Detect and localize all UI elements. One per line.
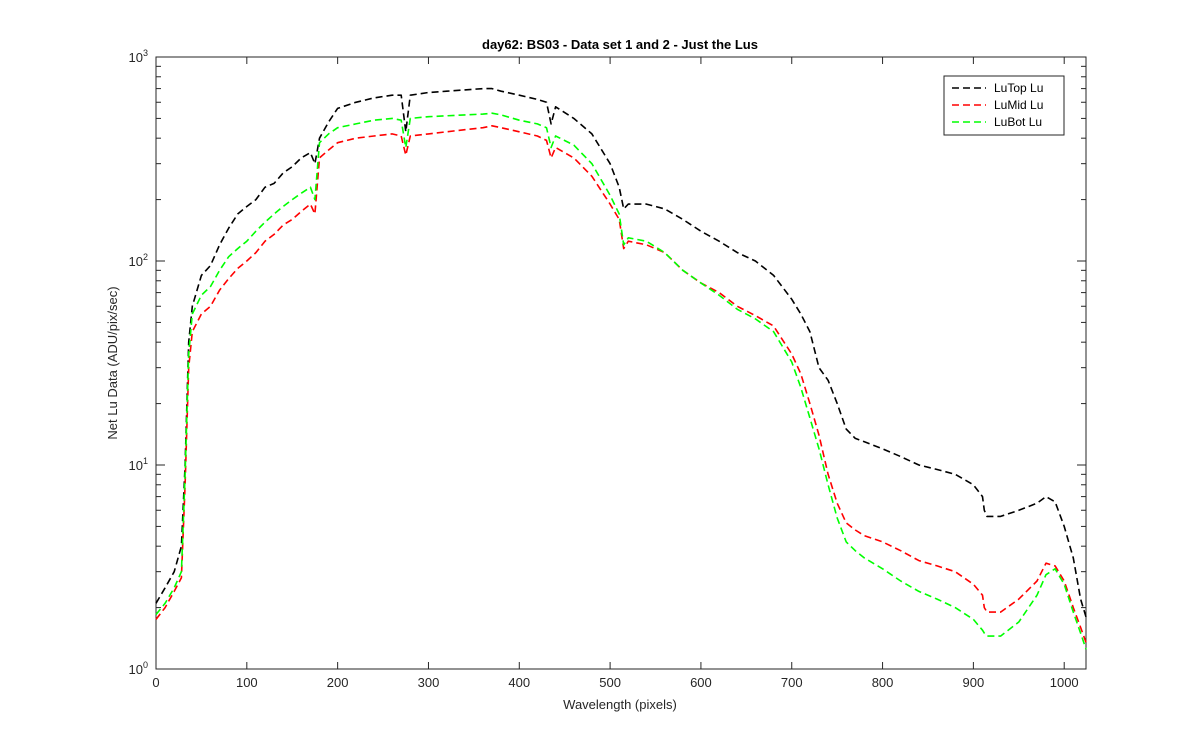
x-tick-label: 0 (152, 675, 159, 690)
axis-ticks (155, 56, 1086, 670)
y-tick-label: 103 (129, 48, 148, 65)
x-tick-label: 200 (327, 675, 349, 690)
x-tick-label: 800 (872, 675, 894, 690)
x-tick-label: 900 (963, 675, 985, 690)
plot-area (155, 56, 1087, 670)
x-tick-label: 100 (236, 675, 258, 690)
legend: LuTop Lu LuMid Lu LuBot Lu (943, 75, 1065, 136)
x-tick-label: 600 (690, 675, 712, 690)
tick-labels: 0 100 200 300 400 500 600 700 800 900 1000 100 101 10… (129, 48, 1079, 690)
y-tick-label: 101 (129, 456, 148, 473)
chart-title: day62: BS03 - Data set 1 and 2 - Just th… (482, 37, 758, 52)
series-group (155, 87, 1087, 650)
legend-entry-1: LuTop Lu (994, 81, 1043, 95)
y-tick-label: 102 (129, 252, 148, 269)
y-tick-label: 100 (129, 660, 148, 677)
x-tick-label: 1000 (1050, 675, 1079, 690)
x-tick-label: 300 (418, 675, 440, 690)
series-line-3 (155, 112, 1087, 650)
series-line-1 (155, 87, 1087, 618)
legend-entry-2: LuMid Lu (994, 98, 1043, 112)
x-tick-label: 700 (781, 675, 803, 690)
x-axis-label: Wavelength (pixels) (563, 697, 677, 712)
x-tick-label: 500 (599, 675, 621, 690)
legend-entry-3: LuBot Lu (994, 115, 1042, 129)
x-tick-label: 400 (508, 675, 530, 690)
y-axis-label: Net Lu Data (ADU/pix/sec) (105, 286, 120, 439)
series-line-2 (155, 125, 1087, 643)
